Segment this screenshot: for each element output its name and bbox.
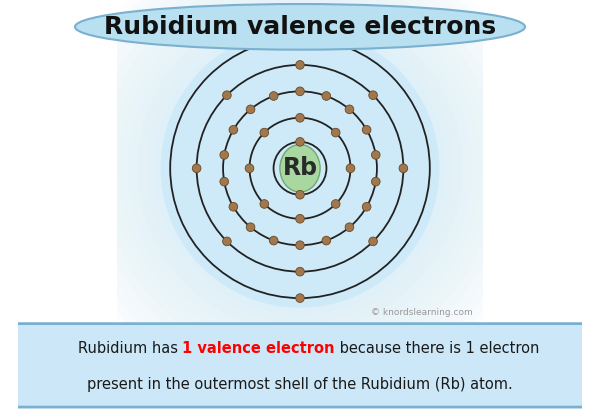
Circle shape — [161, 29, 439, 308]
Circle shape — [296, 241, 304, 249]
Circle shape — [371, 177, 380, 186]
Circle shape — [192, 164, 201, 173]
Circle shape — [85, 0, 515, 383]
Text: Rb: Rb — [283, 156, 317, 180]
Circle shape — [371, 151, 380, 159]
Circle shape — [296, 87, 304, 96]
Circle shape — [269, 92, 278, 100]
Circle shape — [269, 236, 278, 245]
Circle shape — [246, 105, 255, 114]
Circle shape — [399, 164, 408, 173]
Circle shape — [229, 126, 238, 134]
Text: 1 valence electron: 1 valence electron — [182, 341, 335, 356]
Circle shape — [103, 0, 497, 366]
Circle shape — [59, 0, 541, 409]
Text: present in the outermost shell of the Rubidium (Rb) atom.: present in the outermost shell of the Ru… — [87, 377, 513, 392]
Circle shape — [146, 14, 454, 323]
Circle shape — [220, 151, 229, 159]
Circle shape — [223, 237, 231, 246]
Circle shape — [245, 164, 254, 173]
Circle shape — [296, 114, 304, 122]
Circle shape — [331, 128, 340, 137]
Circle shape — [362, 202, 371, 211]
Ellipse shape — [75, 4, 525, 50]
Circle shape — [68, 0, 532, 401]
Circle shape — [296, 190, 304, 199]
Text: © knordslearning.com: © knordslearning.com — [371, 309, 473, 317]
Ellipse shape — [280, 145, 320, 192]
Circle shape — [296, 294, 304, 302]
Circle shape — [369, 237, 377, 246]
Circle shape — [246, 223, 255, 232]
Circle shape — [345, 223, 354, 232]
Circle shape — [322, 92, 331, 100]
Circle shape — [154, 23, 446, 314]
Circle shape — [322, 236, 331, 245]
Circle shape — [119, 0, 481, 349]
Text: Rubidium valence electrons: Rubidium valence electrons — [104, 15, 496, 39]
Circle shape — [223, 91, 231, 100]
Circle shape — [229, 202, 238, 211]
Circle shape — [296, 267, 304, 276]
Circle shape — [331, 199, 340, 208]
Circle shape — [346, 164, 355, 173]
Circle shape — [296, 138, 304, 146]
Circle shape — [296, 61, 304, 69]
Text: because there is 1 electron: because there is 1 electron — [335, 341, 539, 356]
Circle shape — [260, 199, 269, 208]
Circle shape — [111, 0, 489, 357]
Circle shape — [345, 105, 354, 114]
Circle shape — [369, 91, 377, 100]
Text: Rubidium has: Rubidium has — [78, 341, 182, 356]
Circle shape — [137, 5, 463, 331]
Circle shape — [94, 0, 506, 375]
Circle shape — [362, 126, 371, 134]
Circle shape — [128, 0, 472, 340]
Circle shape — [220, 177, 229, 186]
Circle shape — [296, 214, 304, 223]
Circle shape — [260, 128, 269, 137]
Circle shape — [76, 0, 524, 392]
FancyBboxPatch shape — [1, 324, 599, 407]
